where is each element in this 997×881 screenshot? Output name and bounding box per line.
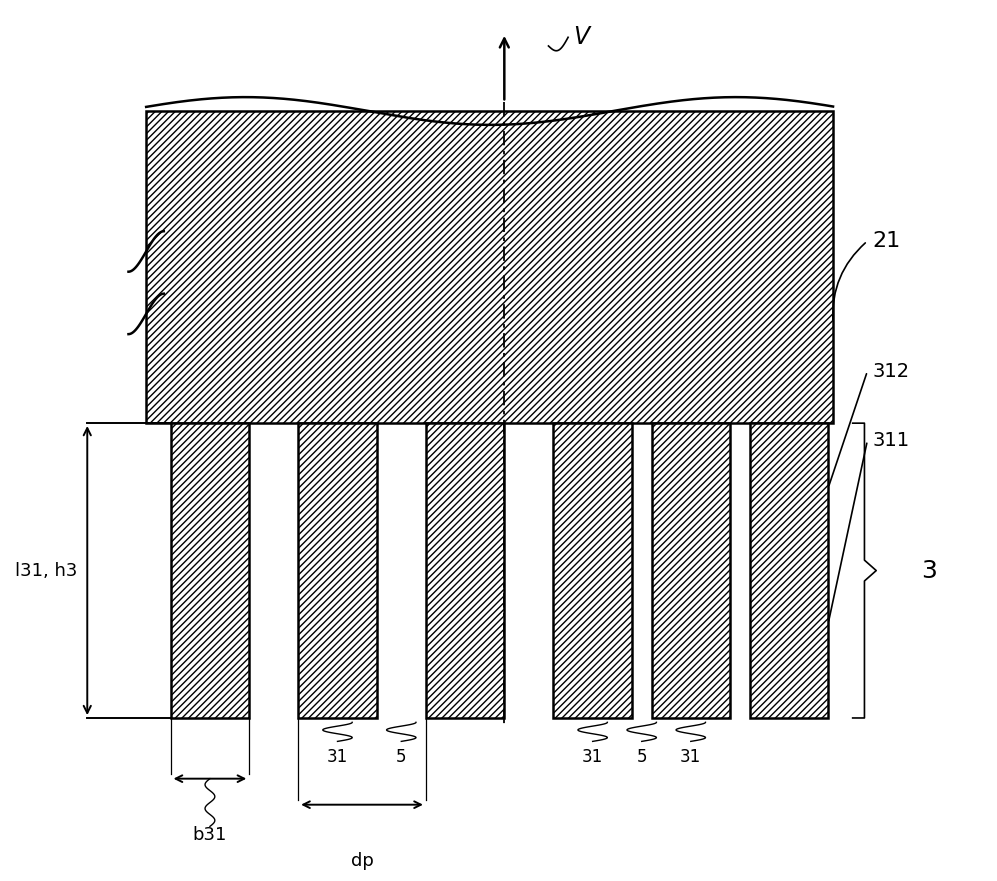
Bar bbox=[147, 111, 833, 423]
Text: 3: 3 bbox=[921, 559, 937, 582]
Text: dp: dp bbox=[351, 852, 374, 870]
Text: 31: 31 bbox=[582, 748, 603, 766]
Bar bbox=[651, 423, 730, 718]
Text: b31: b31 bbox=[192, 826, 227, 844]
Text: 311: 311 bbox=[872, 431, 909, 450]
Bar bbox=[170, 423, 249, 718]
Text: 21: 21 bbox=[872, 231, 900, 251]
Text: V: V bbox=[573, 26, 589, 49]
Text: 312: 312 bbox=[872, 361, 909, 381]
Text: 31: 31 bbox=[327, 748, 348, 766]
Bar bbox=[426, 423, 504, 718]
Text: 5: 5 bbox=[636, 748, 647, 766]
Bar bbox=[750, 423, 829, 718]
Text: l31, h3: l31, h3 bbox=[15, 561, 77, 580]
Text: 31: 31 bbox=[680, 748, 701, 766]
Text: 5: 5 bbox=[396, 748, 407, 766]
Bar bbox=[553, 423, 632, 718]
Bar bbox=[298, 423, 377, 718]
